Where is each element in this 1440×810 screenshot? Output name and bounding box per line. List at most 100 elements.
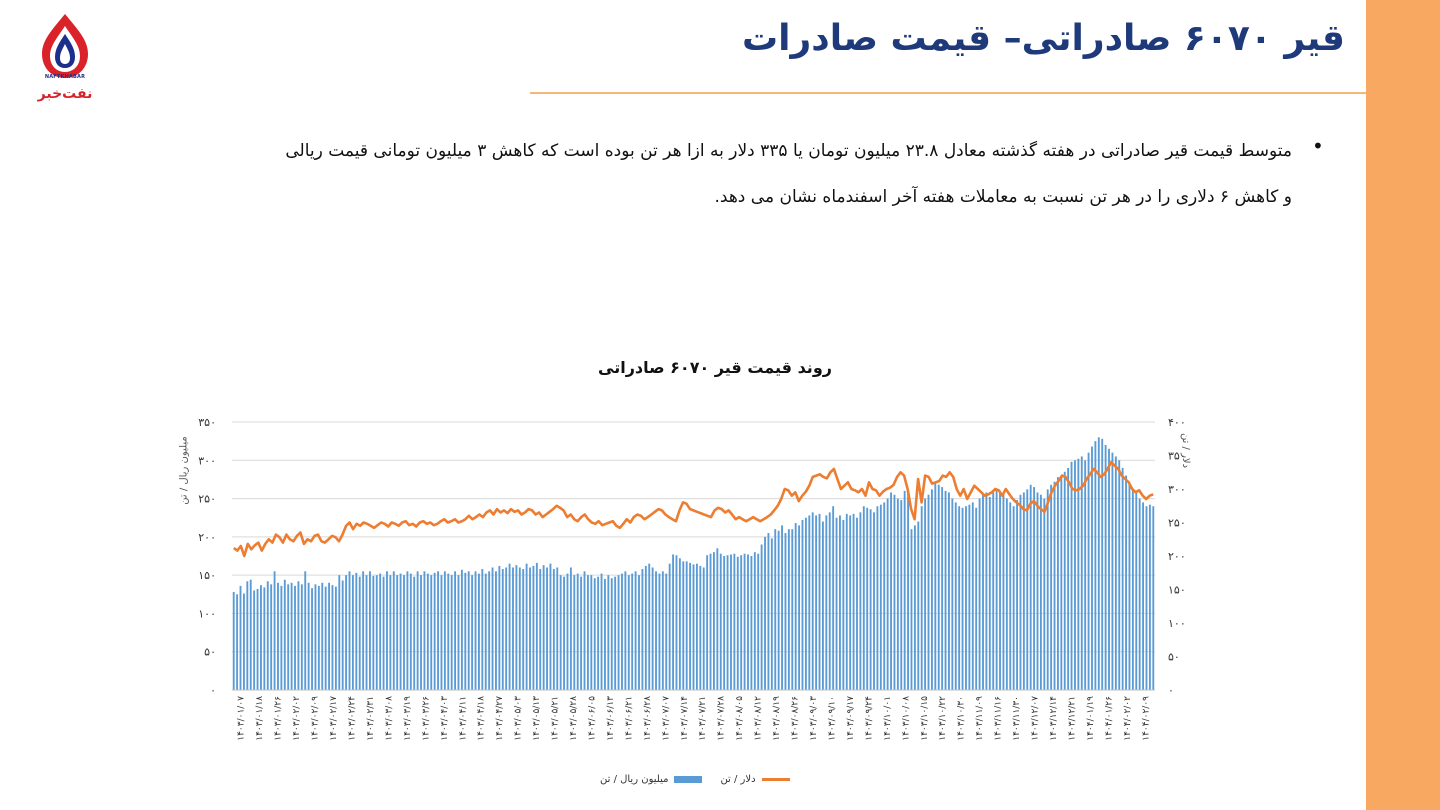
bar [450,575,453,690]
x-tick-label: ۱۴۰۳/۰۴/۰۳ [440,696,450,741]
bar [975,507,978,690]
bar [648,563,651,690]
bar [406,571,409,690]
bar [1118,460,1121,690]
bar [709,553,712,690]
legend-line-label: دلار / تن [720,774,756,785]
bar [566,573,569,690]
bar [706,555,709,690]
bar [495,571,497,690]
bar [334,586,337,690]
bar [798,525,801,690]
bar [600,573,603,690]
bar [375,575,378,690]
bar [658,573,661,690]
x-tick-label: ۱۴۰۳/۱۰/۲۲ [938,696,948,741]
bar [1125,475,1127,690]
bar [757,553,760,690]
x-tick-label: ۱۴۰۳/۰۲/۳۱ [366,696,376,741]
bar [944,490,947,690]
bar [559,575,562,690]
bar [341,580,344,690]
bar [1043,498,1046,690]
bar [873,512,875,690]
bar [338,575,341,690]
bar [896,498,899,690]
bar [532,565,535,690]
bar [416,571,419,690]
bullet-line-2: و کاهش ۶ دلاری را در هر تن نسبت به معامل… [714,187,1292,207]
y-right-tick-label: ۱۵۰ [1168,584,1186,597]
bar [849,515,852,690]
bar [294,585,296,690]
bar [811,512,814,690]
bar [985,492,988,690]
bar [764,536,766,690]
bar [569,567,572,690]
bar [348,571,351,690]
bar [675,555,678,690]
bar [351,575,354,690]
bar [1063,471,1066,690]
bar [910,529,913,690]
bar [978,498,981,690]
bar [685,561,688,690]
bar [777,530,780,690]
bar [358,576,361,690]
bar [1135,492,1138,690]
bar [253,590,256,690]
bar [1067,467,1070,690]
bar [399,573,402,690]
bar [1046,489,1049,690]
bar [365,575,368,690]
x-tick-label: ۱۴۰۳/۰۲/۰۲ [292,696,302,741]
logo-latin-text: NAFTKHABAR [44,74,86,80]
bar [971,502,974,690]
bar [433,572,436,690]
x-tick-label: ۱۴۰۳/۰۴/۱۱ [458,696,468,741]
bar [556,567,559,690]
bar [443,571,446,690]
x-tick-label: ۱۴۰۳/۰۸/۰۵ [735,696,745,741]
bar [995,489,998,690]
bar [277,582,279,690]
x-tick-label: ۱۴۰۳/۰۳/۲۶ [421,696,431,741]
bar [900,500,903,690]
bar [736,556,739,690]
bar [913,525,916,690]
y-right-tick-label: ۲۰۰ [1168,550,1186,563]
bar [832,506,835,690]
bar [876,506,879,690]
bar [464,572,467,690]
bar [593,578,596,690]
bar [474,571,477,690]
bar [859,512,862,690]
bar [726,555,729,690]
bar [498,565,501,690]
bar [389,575,392,690]
x-tick-label: ۱۴۰۳/۰۱/۱۸ [255,696,265,741]
bar [835,517,838,690]
x-tick-label: ۱۴۰۳/۱۱/۱۶ [994,696,1004,741]
bar [866,507,869,690]
bar [614,576,617,690]
bar [852,513,855,690]
bar [280,585,283,690]
bar [842,520,845,690]
bar [590,575,593,690]
bar [392,571,395,690]
bar [661,571,664,690]
bar [287,584,290,690]
bar [747,554,749,690]
bar [1101,438,1104,690]
bar [992,490,995,690]
x-tick-label: ۱۴۰۳/۰۹/۱۰ [827,696,837,741]
bar [927,494,930,690]
bar [869,509,872,690]
bar [586,575,589,690]
bar [1131,489,1134,690]
bar [1039,494,1042,690]
y-right-tick-label: ۵۰ [1168,651,1180,664]
bar [232,591,235,690]
bar [539,569,542,690]
